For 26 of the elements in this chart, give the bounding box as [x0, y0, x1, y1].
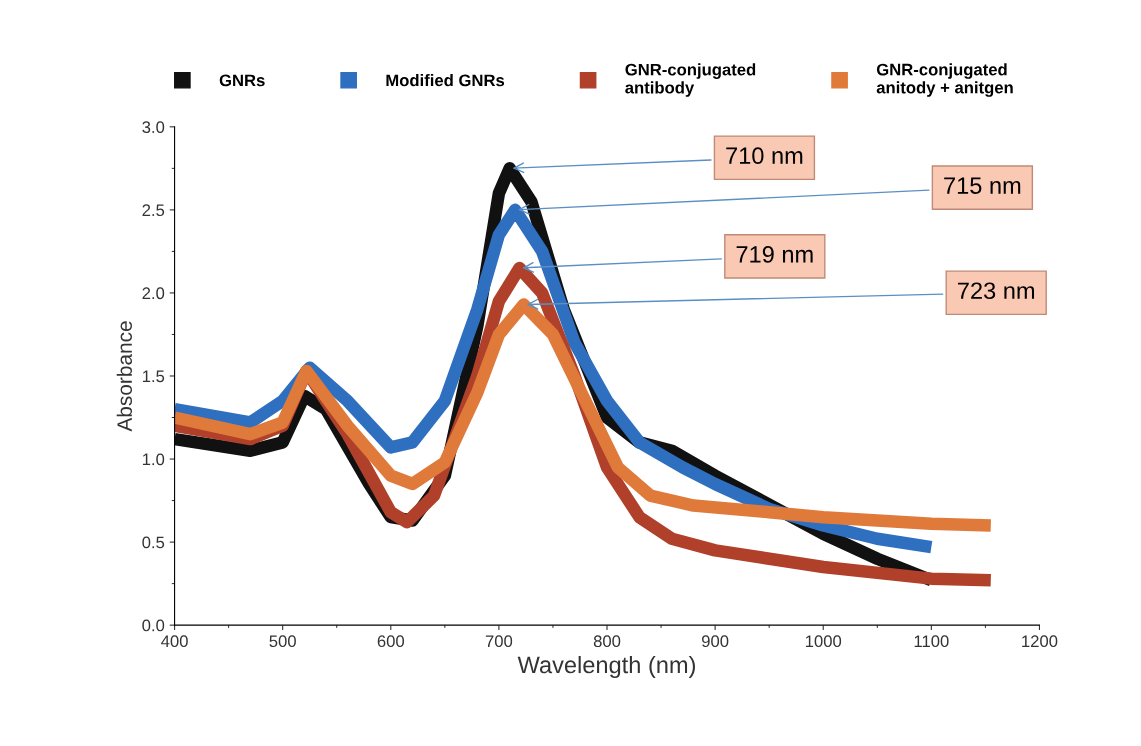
- annotation: 719 nm: [736, 246, 813, 263]
- y-tick-label: 1.0: [142, 453, 165, 466]
- x-tick-label: 400: [161, 635, 188, 648]
- x-tick-label: 900: [702, 635, 729, 648]
- x-tick-label: 1200: [1022, 635, 1058, 648]
- annotation: 710 nm: [726, 147, 803, 165]
- x-tick-label: 500: [269, 635, 296, 648]
- legend-label: Modified GNRs: [386, 74, 505, 87]
- x-tick-label: 800: [593, 635, 621, 648]
- legend-label: GNR-conjugated anitody + anitgen: [876, 63, 1013, 97]
- y-axis-title: Absorbance: [116, 321, 133, 432]
- y-tick-label: 2.5: [142, 204, 165, 217]
- legend-label: GNRs: [219, 74, 265, 87]
- x-tick-label: 600: [377, 635, 405, 648]
- x-tick-label: 700: [485, 635, 513, 648]
- annotation: 723 nm: [958, 282, 1035, 300]
- annotation: 715 nm: [944, 177, 1021, 194]
- y-tick-label: 1.5: [142, 370, 165, 383]
- x-tick-label: 1000: [805, 635, 842, 648]
- y-tick-label: 0.5: [142, 536, 165, 549]
- y-tick-label: 3.0: [142, 121, 165, 134]
- y-tick-label: 2.0: [142, 287, 165, 300]
- x-tick-label: 1100: [914, 635, 949, 648]
- x-axis-title: Wavelength (nm): [517, 655, 695, 678]
- legend-label: GNR-conjugated antibody: [625, 63, 756, 97]
- y-tick-label: 0.0: [142, 619, 165, 632]
